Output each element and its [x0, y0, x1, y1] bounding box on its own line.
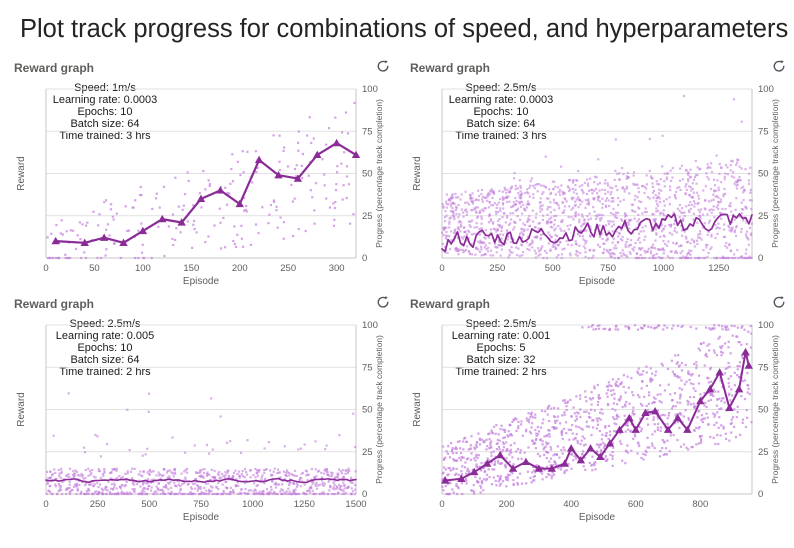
svg-text:0: 0 [43, 263, 48, 274]
svg-text:0: 0 [362, 489, 367, 500]
svg-text:0: 0 [43, 499, 48, 510]
svg-text:300: 300 [329, 263, 345, 274]
svg-text:Progress (percentage track com: Progress (percentage track completion) [374, 335, 384, 484]
svg-text:Reward: Reward [16, 156, 27, 190]
svg-text:Episode: Episode [579, 512, 616, 523]
svg-text:Progress (percentage track com: Progress (percentage track completion) [770, 335, 780, 484]
svg-text:200: 200 [499, 499, 515, 510]
svg-text:600: 600 [628, 499, 644, 510]
svg-text:0: 0 [362, 253, 367, 264]
svg-text:50: 50 [362, 169, 373, 180]
svg-text:Episode: Episode [579, 276, 616, 287]
svg-text:100: 100 [758, 320, 774, 331]
svg-text:Reward: Reward [412, 392, 423, 426]
svg-text:50: 50 [362, 405, 373, 416]
svg-text:750: 750 [600, 263, 616, 274]
svg-text:0: 0 [758, 489, 763, 500]
svg-text:250: 250 [489, 263, 505, 274]
svg-text:25: 25 [758, 447, 769, 458]
svg-text:25: 25 [362, 211, 373, 222]
svg-text:0: 0 [439, 499, 444, 510]
svg-text:750: 750 [193, 499, 209, 510]
svg-text:75: 75 [362, 362, 373, 373]
svg-text:25: 25 [362, 447, 373, 458]
svg-text:500: 500 [141, 499, 157, 510]
svg-text:50: 50 [89, 263, 100, 274]
svg-text:Episode: Episode [183, 512, 220, 523]
svg-text:1000: 1000 [653, 263, 674, 274]
svg-text:1250: 1250 [708, 263, 729, 274]
svg-text:75: 75 [758, 126, 769, 137]
svg-text:400: 400 [563, 499, 579, 510]
svg-text:50: 50 [758, 169, 769, 180]
svg-text:Reward: Reward [16, 392, 27, 426]
svg-text:Progress (percentage track com: Progress (percentage track completion) [770, 99, 780, 248]
svg-text:75: 75 [362, 126, 373, 137]
svg-text:100: 100 [362, 84, 378, 95]
svg-text:Progress (percentage track com: Progress (percentage track completion) [374, 99, 384, 248]
svg-text:0: 0 [758, 253, 763, 264]
svg-text:25: 25 [758, 211, 769, 222]
svg-text:0: 0 [439, 263, 444, 274]
svg-text:Episode: Episode [183, 276, 220, 287]
svg-text:1500: 1500 [345, 499, 366, 510]
svg-text:100: 100 [362, 320, 378, 331]
svg-text:1000: 1000 [242, 499, 263, 510]
svg-text:500: 500 [545, 263, 561, 274]
svg-text:100: 100 [135, 263, 151, 274]
svg-text:100: 100 [758, 84, 774, 95]
svg-text:Reward: Reward [412, 156, 423, 190]
svg-text:150: 150 [183, 263, 199, 274]
svg-text:50: 50 [758, 405, 769, 416]
svg-text:250: 250 [90, 499, 106, 510]
svg-text:250: 250 [280, 263, 296, 274]
svg-text:800: 800 [692, 499, 708, 510]
svg-text:200: 200 [232, 263, 248, 274]
svg-text:75: 75 [758, 362, 769, 373]
svg-text:1250: 1250 [294, 499, 315, 510]
